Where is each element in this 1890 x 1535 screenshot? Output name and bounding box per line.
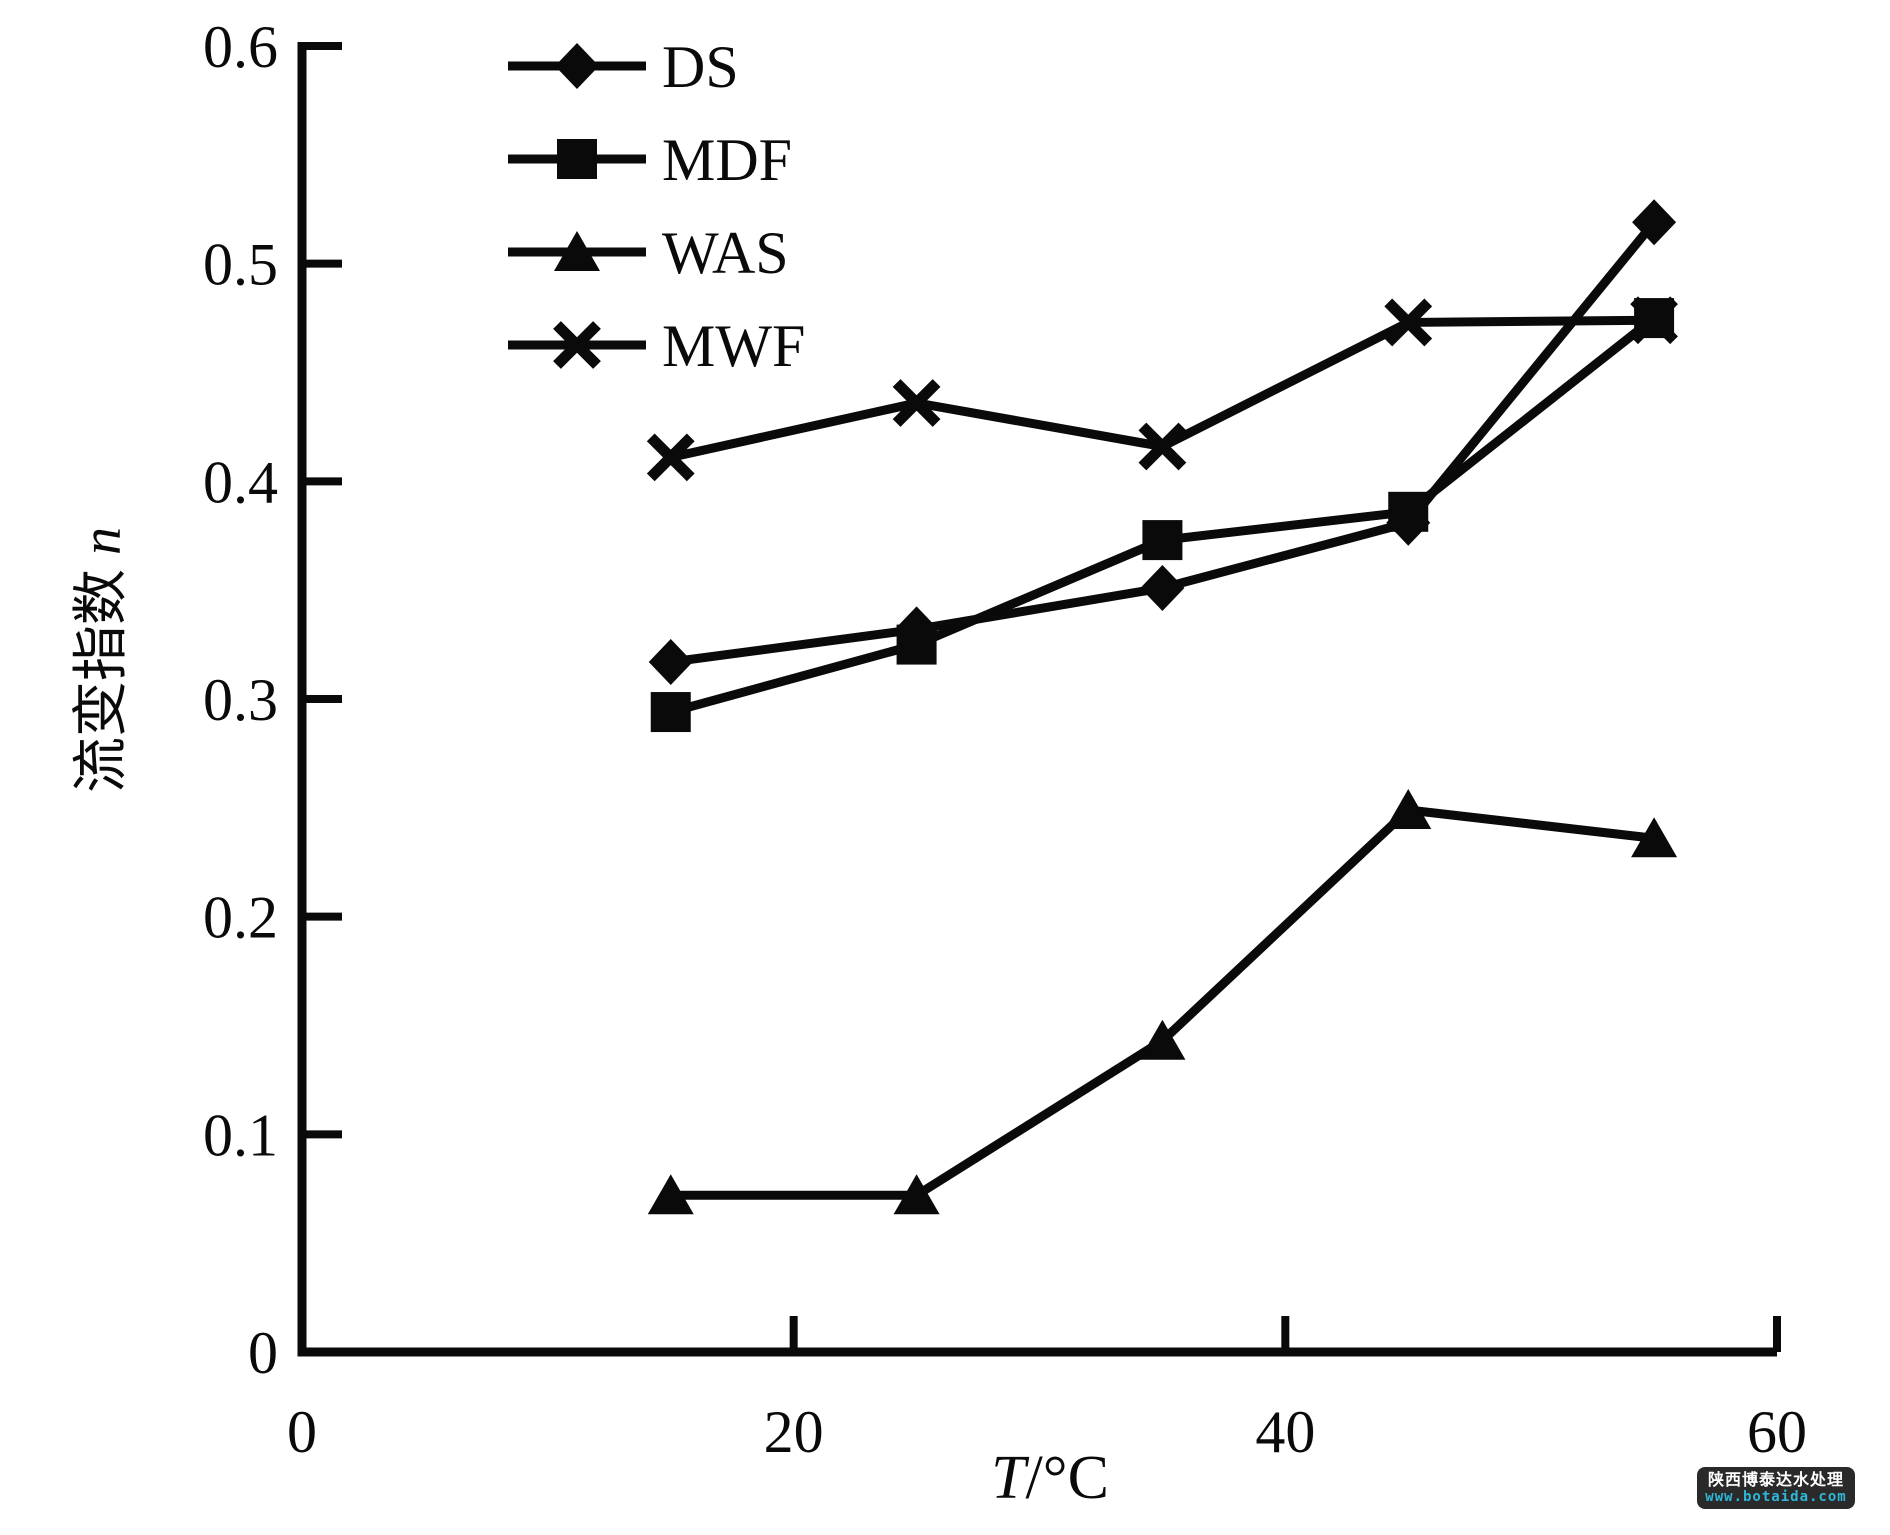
series-MDF <box>650 298 1675 733</box>
watermark-text: 陕西博泰达水处理 <box>1707 1469 1844 1489</box>
data-point <box>555 43 599 89</box>
series-line <box>669 314 1657 717</box>
y-tick-label: 0.6 <box>203 14 278 80</box>
data-point <box>553 321 601 369</box>
legend-item-MWF: MWF <box>508 313 805 379</box>
x-tick-label: 40 <box>1255 1399 1315 1465</box>
legend-label: MWF <box>662 313 805 379</box>
data-point <box>1385 789 1432 830</box>
legend-item-DS: DS <box>508 34 739 100</box>
data-point <box>1139 1019 1186 1060</box>
data-point <box>1634 298 1675 339</box>
data-point <box>892 379 941 427</box>
data-point <box>1388 491 1429 532</box>
legend-item-MDF: MDF <box>508 127 792 193</box>
series-WAS <box>647 789 1678 1215</box>
legend-label: WAS <box>662 220 789 286</box>
watermark-url: www.botaida.com <box>1705 1489 1847 1506</box>
legend-label: DS <box>662 34 739 100</box>
series-line <box>670 805 1655 1200</box>
series-MWF <box>646 296 1678 482</box>
data-point <box>1140 564 1185 611</box>
x-axis-title: T/°C <box>991 1444 1109 1512</box>
x-tick-label: 0 <box>287 1399 317 1465</box>
data-point <box>893 1174 940 1215</box>
x-tick-label: 20 <box>764 1399 824 1465</box>
legend-item-WAS: WAS <box>508 220 789 286</box>
x-tick-label: 60 <box>1747 1399 1807 1465</box>
y-tick-label: 0 <box>248 1320 278 1386</box>
y-tick-label: 0.4 <box>203 449 278 515</box>
data-point <box>1631 817 1678 858</box>
y-tick-label: 0.2 <box>203 885 278 951</box>
data-point <box>1142 520 1183 561</box>
data-point <box>648 638 693 685</box>
y-tick-label: 0.3 <box>203 667 278 733</box>
y-tick-label: 0.5 <box>203 232 278 298</box>
data-point <box>1632 199 1677 246</box>
data-point <box>1384 298 1433 347</box>
axis-line <box>297 42 1777 1357</box>
y-axis-title: 流变指数 n <box>71 527 133 793</box>
watermark-badge: 陕西博泰达水处理 www.botaida.com <box>1697 1467 1855 1509</box>
data-point <box>554 231 600 271</box>
data-point <box>650 692 691 733</box>
legend-label: MDF <box>662 127 792 193</box>
y-tick-label: 0.1 <box>203 1102 278 1168</box>
data-point <box>557 139 597 179</box>
data-point <box>896 624 937 665</box>
data-point <box>1138 422 1187 471</box>
data-point <box>647 1174 694 1215</box>
data-point <box>646 433 695 482</box>
